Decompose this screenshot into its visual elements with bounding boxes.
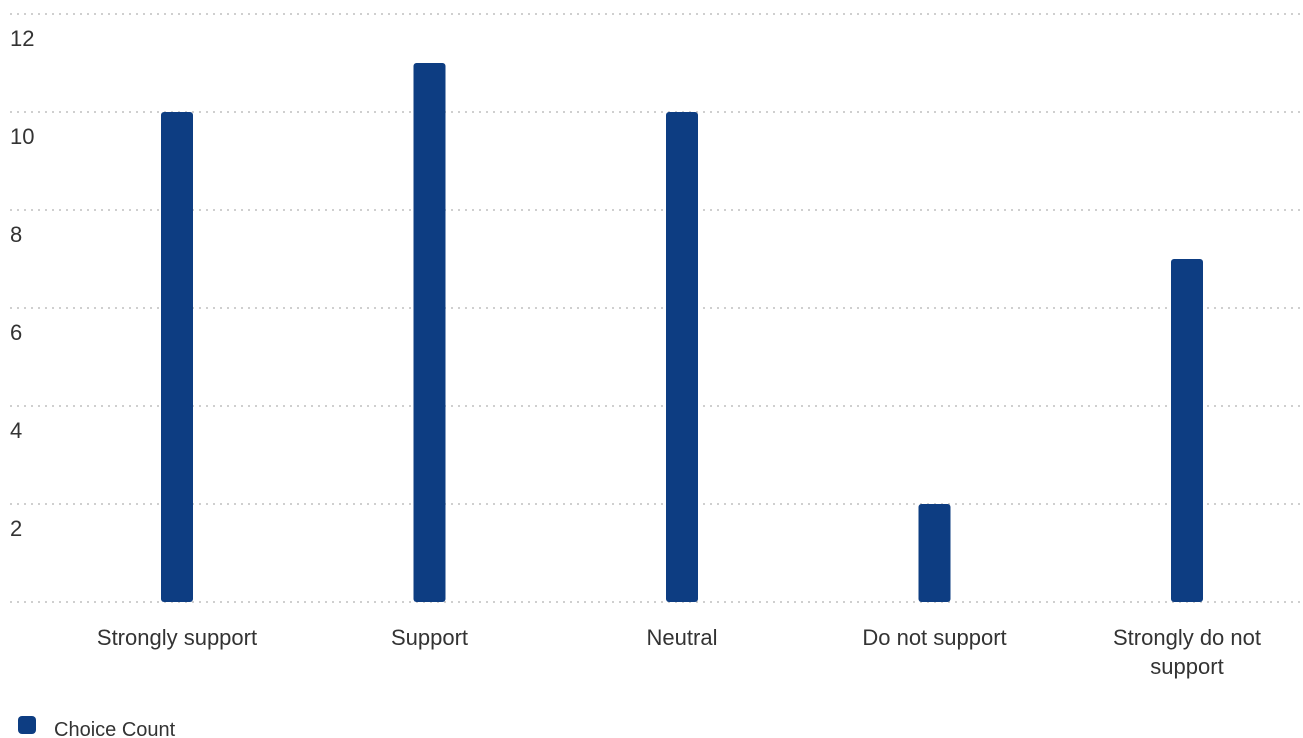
legend-swatch — [18, 716, 36, 734]
y-tick-label: 4 — [10, 418, 22, 443]
legend: Choice Count — [18, 716, 176, 738]
y-tick-label: 8 — [10, 222, 22, 247]
x-category-label: Strongly do not support — [1113, 625, 1261, 679]
bar-neutral — [666, 112, 698, 602]
legend-label: Choice Count — [54, 719, 176, 738]
gridlines — [10, 13, 1300, 603]
bars — [161, 63, 1203, 602]
y-tick-label: 10 — [10, 124, 34, 149]
y-tick-label: 2 — [10, 516, 22, 541]
bar-do-not-support — [918, 504, 951, 602]
x-category-label: Neutral — [647, 625, 718, 650]
y-tick-label: 12 — [10, 26, 34, 51]
x-category-label: Do not support — [862, 625, 1006, 650]
bar-strongly-support — [161, 112, 193, 602]
x-category-label: Support — [391, 625, 468, 650]
y-tick-label: 6 — [10, 320, 22, 345]
x-axis-labels: Strongly support Support Neutral Do not sup… — [97, 625, 1261, 679]
bar-strongly-do-not-support — [1171, 259, 1203, 602]
bar-support — [413, 63, 446, 602]
x-category-label: Strongly support — [97, 625, 257, 650]
y-axis-ticks: 2 4 6 8 10 12 — [10, 26, 34, 541]
